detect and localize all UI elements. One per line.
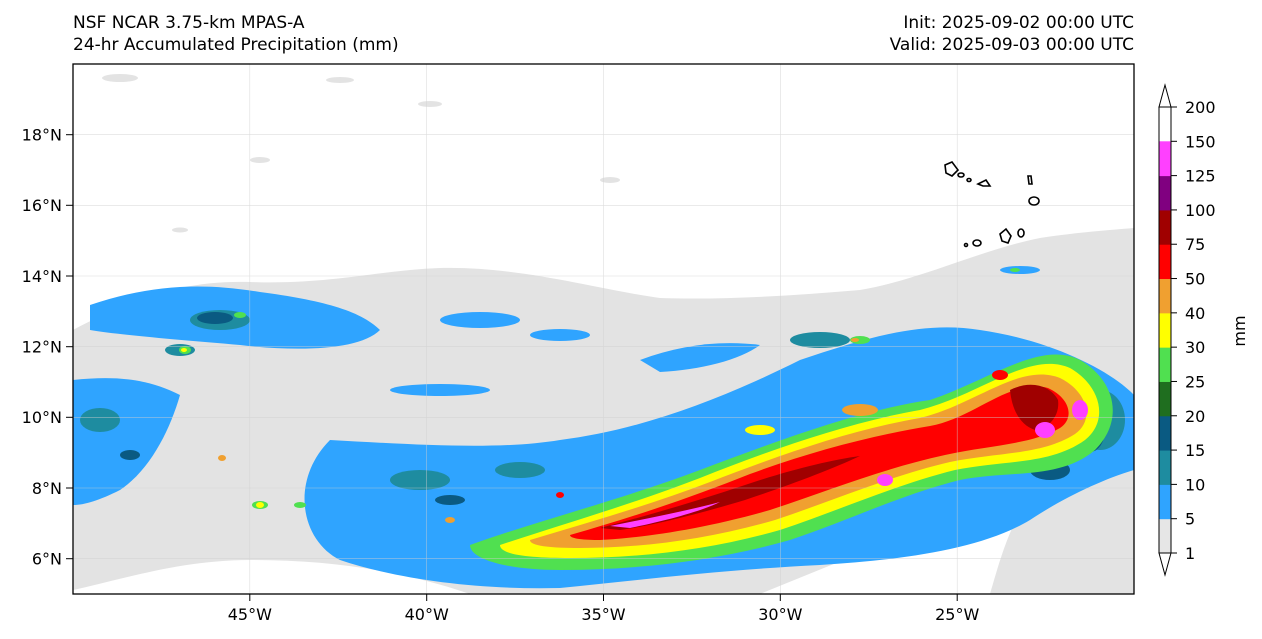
lat-label: 6°N (32, 550, 62, 569)
precip-heavy-band (470, 354, 1113, 570)
lon-axis (249, 594, 958, 601)
precip-band-25-30 (179, 312, 870, 509)
colorbar-swatch (1159, 209, 1171, 245)
lat-label: 10°N (22, 408, 62, 427)
lon-label: 40°W (405, 605, 449, 624)
colorbar-tick-label: 20 (1185, 407, 1205, 426)
valid-time: Valid: 2025-09-03 00:00 UTC (889, 35, 1134, 55)
lon-label: 35°W (581, 605, 625, 624)
lat-label: 16°N (22, 196, 62, 215)
colorbar-frame (1158, 106, 1172, 554)
gridlines (73, 64, 1134, 594)
lon-label: 30°W (758, 605, 802, 624)
scattered-cells (181, 268, 1020, 523)
colorbar-tick-label: 1 (1185, 544, 1195, 563)
colorbar-tick-label: 200 (1185, 98, 1216, 117)
colorbar-swatch (1159, 244, 1171, 280)
colorbar-swatch (1159, 381, 1171, 417)
init-time: Init: 2025-09-02 00:00 UTC (903, 13, 1134, 33)
colorbar-swatch (1159, 484, 1171, 520)
colorbar-tick-label: 100 (1185, 201, 1216, 220)
lat-axis (66, 134, 73, 560)
colorbar-tick-label: 15 (1185, 441, 1205, 460)
colorbar-unit-label: mm (1230, 315, 1249, 346)
colorbar-tick-label: 5 (1185, 510, 1195, 529)
colorbar-tick-label: 75 (1185, 235, 1205, 254)
colorbar-extend-low (1158, 552, 1172, 577)
map-panel (73, 64, 1134, 594)
colorbar-tick-label: 150 (1185, 132, 1216, 151)
colorbar-tick-label: 25 (1185, 372, 1205, 391)
lon-label: 45°W (228, 605, 272, 624)
lat-label: 8°N (32, 479, 62, 498)
lat-label: 14°N (22, 267, 62, 286)
island-outlines (944, 161, 1040, 248)
colorbar-tick-label: 30 (1185, 338, 1205, 357)
colorbar-swatch (1159, 518, 1171, 554)
colorbar-swatches (1159, 141, 1171, 554)
colorbar-tick-label: 40 (1185, 304, 1205, 323)
colorbar-swatch (1159, 312, 1171, 348)
colorbar-tick-label: 50 (1185, 270, 1205, 289)
title-right: Init: 2025-09-02 00:00 UTC Valid: 2025-0… (890, 12, 1134, 56)
field-title: 24-hr Accumulated Precipitation (mm) (73, 35, 399, 55)
colorbar-swatch (1159, 450, 1171, 485)
colorbar-swatch (1159, 347, 1171, 382)
colorbar-tick-label: 10 (1185, 475, 1205, 494)
colorbar-tick-label: 125 (1185, 167, 1216, 186)
lat-label: 12°N (22, 338, 62, 357)
lon-label: 25°W (935, 605, 979, 624)
colorbar-swatch (1159, 278, 1171, 314)
colorbar-swatch (1159, 415, 1171, 451)
colorbar-swatch (1159, 141, 1171, 177)
colorbar-extend-high (1158, 83, 1172, 108)
colorbar-swatch (1159, 175, 1171, 211)
title-left: NSF NCAR 3.75-km MPAS-A 24-hr Accumulate… (73, 12, 399, 56)
lat-label: 18°N (22, 126, 62, 145)
model-title: NSF NCAR 3.75-km MPAS-A (73, 13, 305, 33)
